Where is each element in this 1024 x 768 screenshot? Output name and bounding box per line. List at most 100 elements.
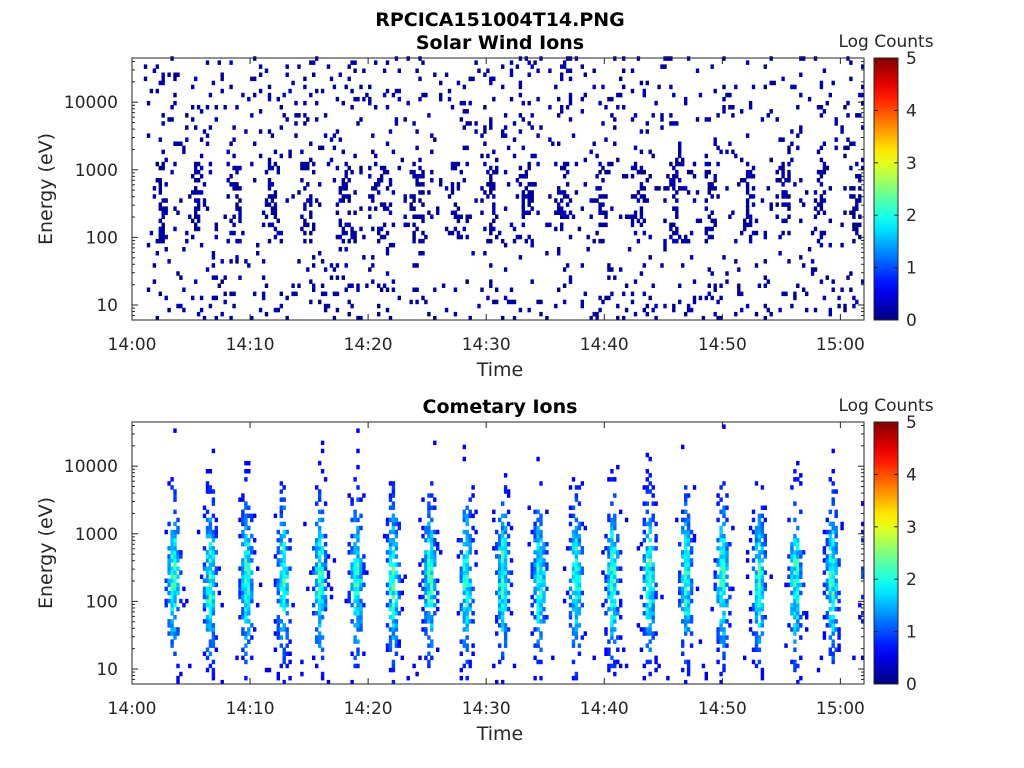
spectrogram-cell bbox=[636, 198, 641, 203]
spectrogram-cell bbox=[554, 84, 558, 90]
spectrogram-cell bbox=[515, 64, 520, 69]
spectrogram-cell bbox=[347, 570, 351, 575]
spectrogram-cell bbox=[303, 521, 307, 527]
spectrogram-cell bbox=[433, 497, 437, 502]
spectrogram-cell bbox=[834, 542, 838, 547]
spectrogram-cell bbox=[368, 174, 372, 179]
spectrogram-cell bbox=[645, 631, 649, 636]
spectrogram-cell bbox=[751, 546, 756, 551]
spectrogram-cell bbox=[430, 623, 434, 628]
spectrogram-cell bbox=[828, 509, 832, 515]
spectrogram-cell bbox=[388, 598, 393, 604]
spectrogram-cell bbox=[686, 529, 691, 535]
spectrogram-cell bbox=[689, 619, 694, 624]
spectrogram-cell bbox=[734, 238, 738, 244]
spectrogram-cell bbox=[675, 214, 679, 219]
spectrogram-cell bbox=[347, 194, 351, 199]
spectrogram-cell bbox=[421, 190, 425, 195]
spectrogram-cell bbox=[285, 643, 289, 648]
spectrogram-cell bbox=[179, 550, 183, 555]
spectrogram-cell bbox=[509, 72, 514, 77]
spectrogram-cell bbox=[722, 56, 726, 61]
spectrogram-cell bbox=[686, 493, 691, 498]
spectrogram-cell bbox=[852, 655, 856, 661]
spectrogram-cell bbox=[583, 92, 587, 98]
spectrogram-cell bbox=[326, 582, 331, 588]
spectrogram-cell bbox=[309, 141, 313, 146]
spectrogram-cell bbox=[391, 222, 396, 228]
spectrogram-cell bbox=[754, 598, 759, 604]
spectrogram-cell bbox=[760, 602, 765, 608]
spectrogram-cell bbox=[350, 570, 354, 575]
spectrogram-cell bbox=[586, 247, 590, 252]
spectrogram-cell bbox=[807, 96, 812, 102]
spectrogram-cell bbox=[229, 291, 233, 297]
spectrogram-cell bbox=[751, 165, 756, 171]
spectrogram-cell bbox=[834, 533, 838, 539]
spectrogram-cell bbox=[831, 525, 835, 531]
spectrogram-cell bbox=[796, 554, 800, 559]
spectrogram-cell bbox=[388, 538, 393, 543]
spectrogram-cell bbox=[734, 259, 738, 264]
spectrogram-cell bbox=[279, 521, 283, 527]
spectrogram-cell bbox=[681, 263, 685, 268]
spectrogram-cell bbox=[861, 279, 865, 284]
spectrogram-cell bbox=[194, 198, 198, 203]
spectrogram-cell bbox=[604, 222, 608, 228]
spectrogram-cell bbox=[194, 190, 198, 195]
spectrogram-cell bbox=[536, 299, 540, 305]
spectrogram-cell bbox=[318, 602, 322, 608]
spectrogram-cell bbox=[542, 606, 546, 612]
spectrogram-cell bbox=[371, 279, 375, 284]
spectrogram-cell bbox=[503, 538, 508, 543]
spectrogram-cell bbox=[651, 590, 655, 596]
spectrogram-cell bbox=[822, 529, 827, 535]
spectrogram-cell bbox=[173, 206, 177, 211]
spectrogram-cell bbox=[843, 307, 847, 313]
spectrogram-cell bbox=[208, 594, 213, 600]
spectrogram-cell bbox=[740, 178, 744, 183]
spectrogram-cell bbox=[574, 190, 579, 195]
spectrogram-cell bbox=[235, 165, 239, 171]
spectrogram-cell bbox=[323, 542, 328, 547]
spectrogram-cell bbox=[831, 615, 835, 620]
spectrogram-cell bbox=[574, 611, 579, 616]
spectrogram-cell bbox=[430, 570, 434, 575]
spectrogram-cell bbox=[810, 230, 815, 236]
spectrogram-cell bbox=[672, 121, 676, 126]
spectrogram-cell bbox=[220, 279, 224, 284]
spectrogram-cell bbox=[651, 493, 655, 498]
spectrogram-cell bbox=[244, 469, 248, 474]
spectrogram-cell bbox=[793, 542, 797, 547]
spectrogram-cell bbox=[368, 84, 372, 90]
spectrogram-cell bbox=[320, 448, 325, 454]
spectrogram-cell bbox=[722, 521, 726, 527]
spectrogram-cell bbox=[447, 96, 452, 102]
spectrogram-cell bbox=[769, 157, 773, 163]
spectrogram-cell bbox=[498, 590, 502, 596]
spectrogram-cell bbox=[300, 178, 304, 183]
spectrogram-cell bbox=[763, 259, 767, 264]
spectrogram-cell bbox=[562, 598, 567, 604]
spectrogram-cell bbox=[229, 315, 233, 321]
spectrogram-cell bbox=[173, 489, 177, 494]
spectrogram-cell bbox=[831, 501, 835, 506]
spectrogram-cell bbox=[344, 161, 348, 167]
spectrogram-cell bbox=[716, 113, 720, 118]
spectrogram-cell bbox=[320, 598, 325, 604]
spectrogram-cell bbox=[548, 137, 552, 142]
spectrogram-cell bbox=[799, 255, 803, 260]
spectrogram-cell bbox=[353, 68, 357, 73]
spectrogram-cell bbox=[261, 222, 266, 228]
spectrogram-cell bbox=[335, 234, 340, 240]
spectrogram-cell bbox=[492, 218, 496, 224]
spectrogram-cell bbox=[415, 68, 419, 73]
spectrogram-cell bbox=[654, 631, 658, 636]
spectrogram-cell bbox=[202, 129, 207, 134]
spectrogram-cell bbox=[270, 210, 275, 215]
spectrogram-cell bbox=[790, 550, 794, 555]
spectrogram-cell bbox=[241, 578, 245, 583]
spectrogram-cell bbox=[639, 566, 644, 571]
spectrogram-cell bbox=[173, 574, 177, 579]
spectrogram-cell bbox=[802, 611, 806, 616]
